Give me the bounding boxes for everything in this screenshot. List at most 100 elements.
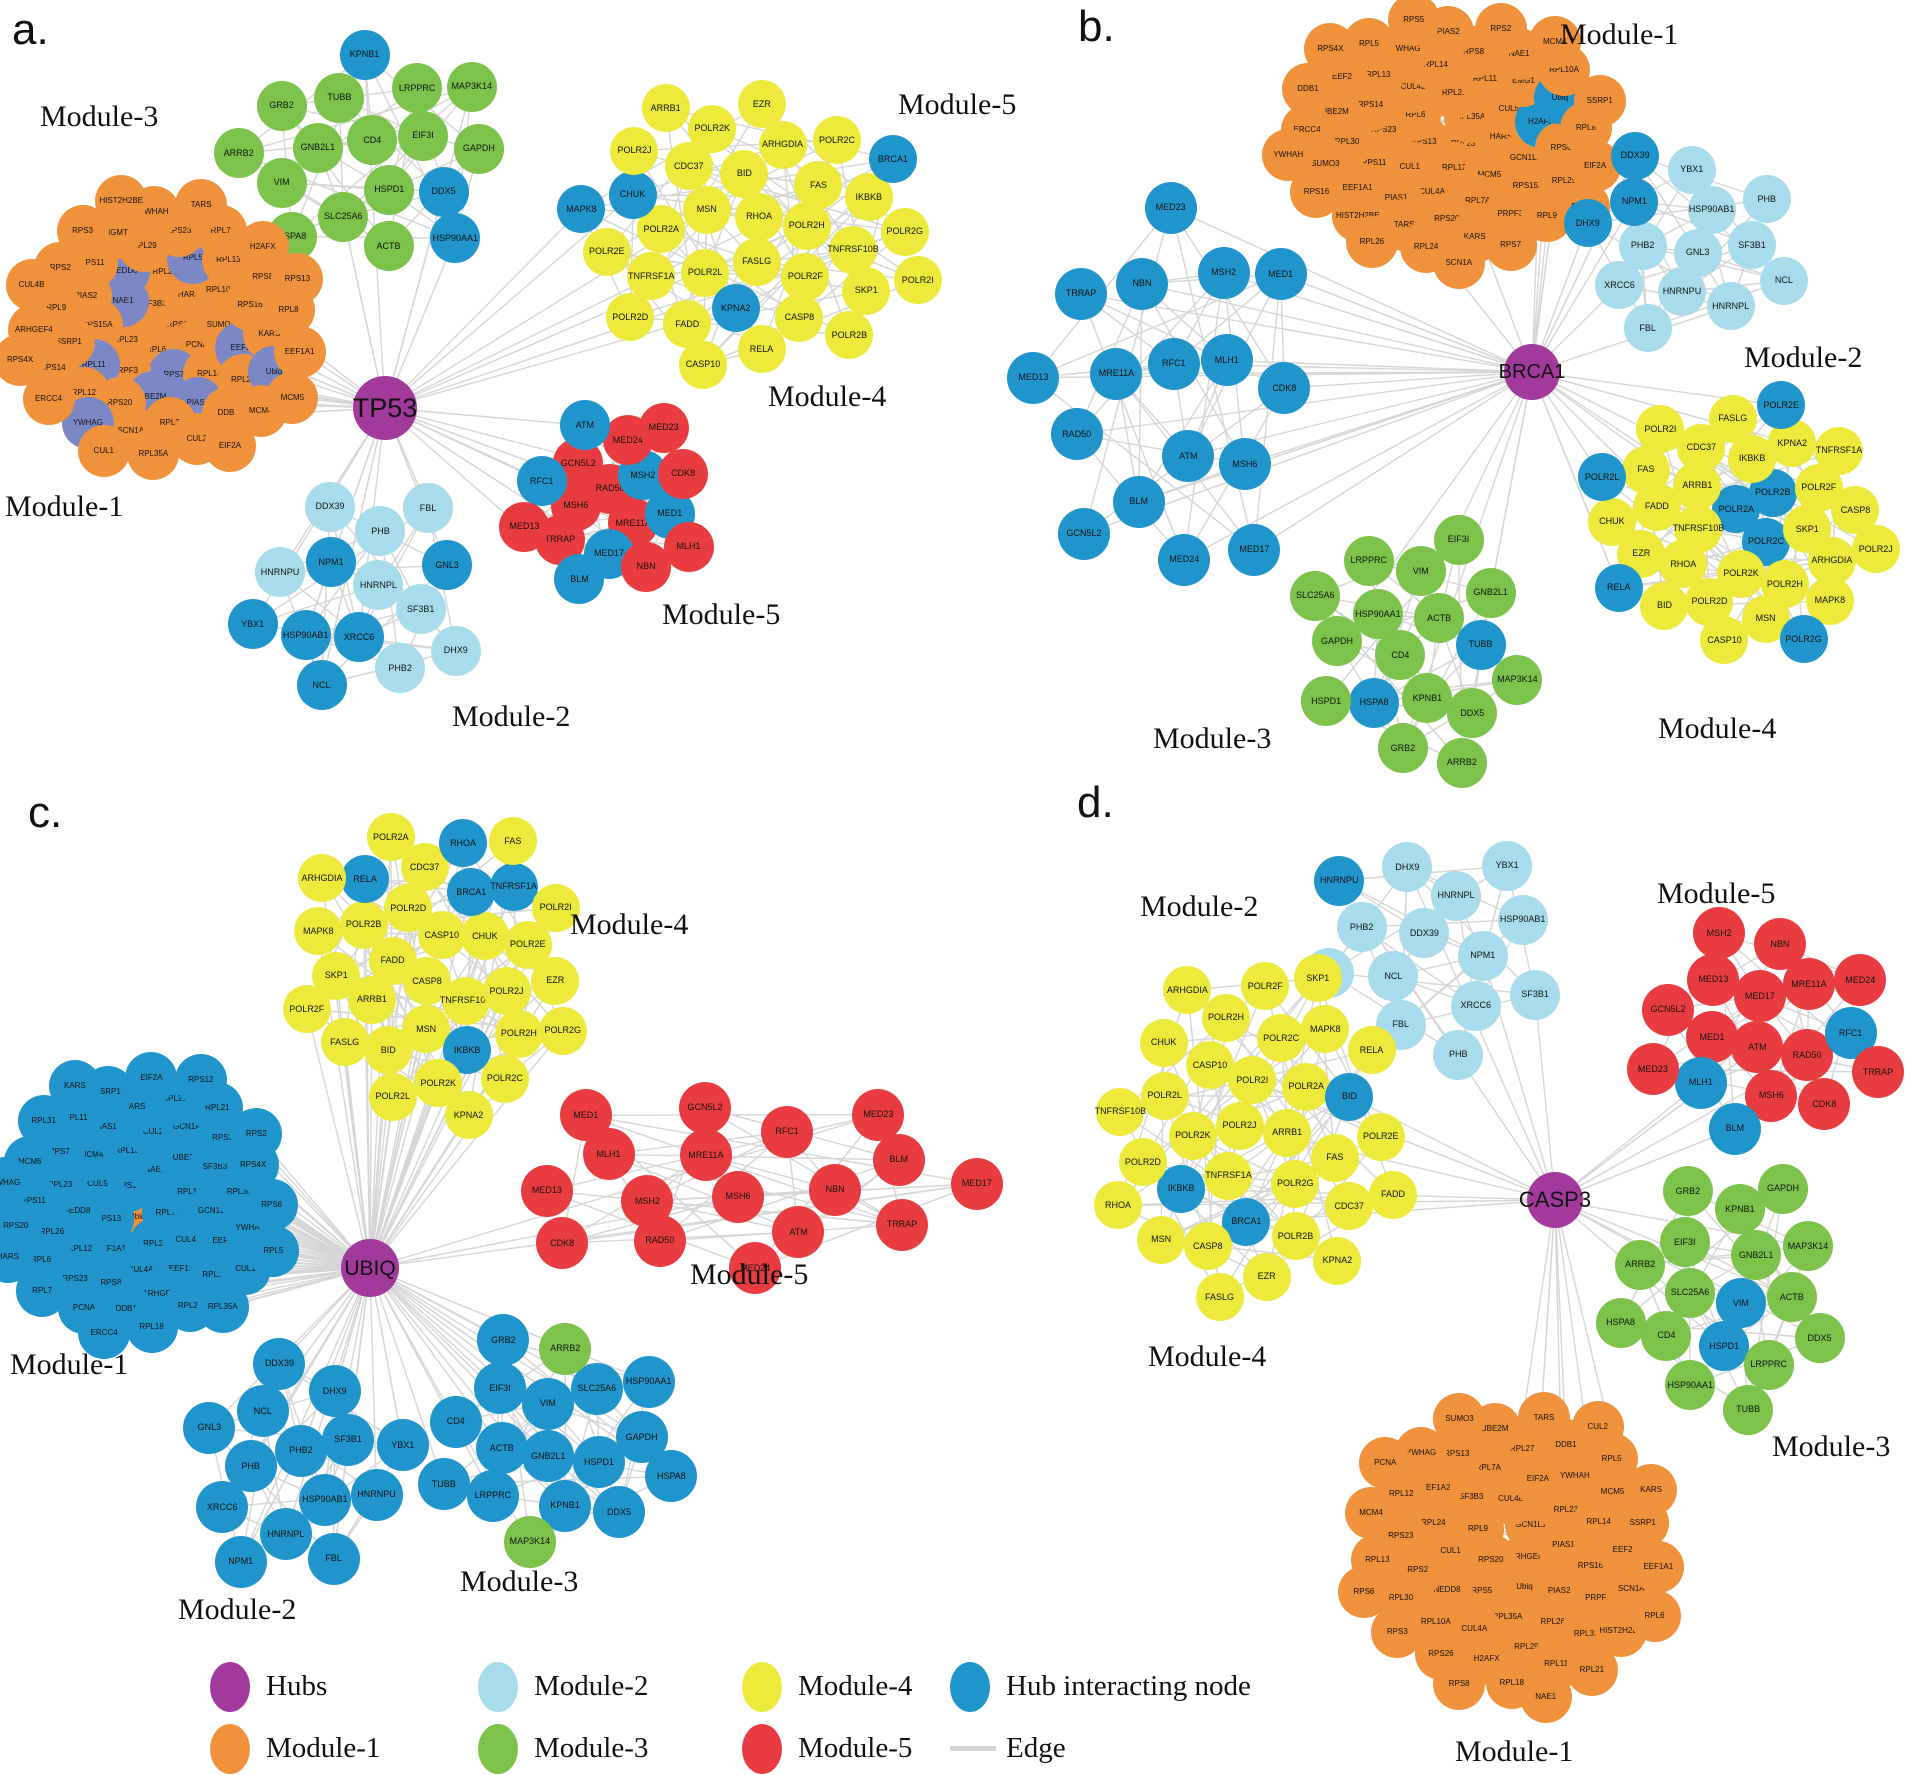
node-MED23[interactable]: MED23: [852, 1088, 905, 1141]
node-ARRB1[interactable]: ARRB1: [1263, 1108, 1312, 1157]
node-TARS[interactable]: TARS: [1518, 1392, 1570, 1445]
node-ARRB2[interactable]: ARRB2: [1615, 1239, 1666, 1290]
node-POLR2F[interactable]: POLR2F: [781, 252, 830, 301]
node-KPNB1[interactable]: KPNB1: [1714, 1184, 1765, 1235]
node-EIF2A[interactable]: EIF2A: [203, 419, 256, 472]
node-NPM1[interactable]: NPM1: [214, 1535, 267, 1588]
node-XRCC6[interactable]: XRCC6: [334, 612, 385, 662]
node-FADD[interactable]: FADD: [663, 300, 712, 349]
node-RAD50[interactable]: RAD50: [1781, 1029, 1834, 1082]
node-RPL18[interactable]: RPL18: [125, 1301, 178, 1354]
node-CUL1[interactable]: CUL1: [77, 425, 130, 478]
node-ERCC4[interactable]: ERCC4: [78, 1307, 131, 1360]
node-SCN1A[interactable]: SCN1A: [1432, 237, 1485, 290]
node-SKP1[interactable]: SKP1: [1293, 954, 1342, 1003]
node-TNFRSF10B[interactable]: TNFRSF10B: [827, 225, 879, 274]
node-GRB2[interactable]: GRB2: [256, 80, 307, 131]
node-HSP90AB1[interactable]: HSP90AB1: [1497, 894, 1548, 945]
node-TRRAP[interactable]: TRRAP: [1851, 1046, 1904, 1099]
node-EZR[interactable]: EZR: [737, 80, 786, 129]
node-YBX1[interactable]: YBX1: [376, 1419, 429, 1472]
node-POLR2E[interactable]: POLR2E: [582, 227, 631, 276]
node-MLH1[interactable]: MLH1: [1674, 1056, 1727, 1109]
node-CDC37[interactable]: CDC37: [1325, 1182, 1374, 1231]
node-POLR2L[interactable]: POLR2L: [1578, 453, 1627, 502]
node-DDX5[interactable]: DDX5: [1794, 1313, 1845, 1364]
node-MSH2[interactable]: MSH2: [1197, 246, 1250, 299]
node-MED13[interactable]: MED13: [1007, 351, 1060, 404]
node-MAP3K14[interactable]: MAP3K14: [1782, 1221, 1833, 1272]
node-KPNA2[interactable]: KPNA2: [711, 284, 760, 332]
node-HNRNPU[interactable]: HNRNPU: [350, 1468, 403, 1521]
node-SLC25A6[interactable]: SLC25A6: [570, 1362, 623, 1415]
node-CASP8[interactable]: CASP8: [775, 293, 824, 342]
node-EEF1A1[interactable]: EEF1A1: [273, 325, 326, 378]
node-LRPPRC[interactable]: LRPPRC: [1743, 1339, 1794, 1390]
node-GRB2[interactable]: GRB2: [477, 1314, 530, 1367]
node-BID[interactable]: BID: [1325, 1072, 1374, 1121]
node-ATM[interactable]: ATM: [1162, 430, 1215, 483]
node-EIF3I[interactable]: EIF3I: [1433, 514, 1484, 565]
node-ATM[interactable]: ATM: [772, 1206, 825, 1259]
node-POLR2F[interactable]: POLR2F: [282, 985, 331, 1034]
node-EIF3I[interactable]: EIF3I: [1659, 1217, 1710, 1268]
node-LRPPRC[interactable]: LRPPRC: [1343, 535, 1394, 586]
node-POLR2B[interactable]: POLR2B: [825, 311, 874, 360]
node-DHX9[interactable]: DHX9: [308, 1365, 361, 1418]
node-XRCC6[interactable]: XRCC6: [1450, 980, 1501, 1031]
node-POLR2J[interactable]: POLR2J: [1851, 525, 1900, 574]
node-PHB2[interactable]: PHB2: [375, 643, 426, 694]
node-RFC1[interactable]: RFC1: [761, 1105, 814, 1158]
node-CD4[interactable]: CD4: [1375, 630, 1426, 681]
node-RPS4X[interactable]: RPS4X: [0, 333, 47, 386]
node-POLR2G[interactable]: POLR2G: [1779, 615, 1828, 664]
node-RPS8[interactable]: RPS8: [1433, 1657, 1486, 1710]
node-CASP10[interactable]: CASP10: [679, 340, 728, 389]
node-HSP90AA1[interactable]: HSP90AA1: [430, 213, 481, 264]
node-YBX1[interactable]: YBX1: [227, 599, 278, 650]
node-POLR2A[interactable]: POLR2A: [1282, 1062, 1331, 1111]
node-DDX39[interactable]: DDX39: [1611, 131, 1660, 180]
node-GNB2L1[interactable]: GNB2L1: [1465, 567, 1516, 618]
node-RAD50[interactable]: RAD50: [1050, 408, 1103, 461]
node-TUBB[interactable]: TUBB: [1723, 1384, 1774, 1435]
node-MLH1[interactable]: MLH1: [663, 521, 714, 572]
node-ARRB1[interactable]: ARRB1: [641, 84, 690, 133]
node-VIM[interactable]: VIM: [256, 157, 307, 208]
node-PHB[interactable]: PHB: [1742, 175, 1791, 224]
node-TNFRSF1A[interactable]: TNFRSF1A: [1814, 426, 1863, 475]
node-TNFRSF1A[interactable]: TNFRSF1A: [627, 252, 676, 301]
node-ARRB2[interactable]: ARRB2: [213, 128, 264, 179]
node-YBX1[interactable]: YBX1: [1667, 145, 1716, 194]
node-POLR2B[interactable]: POLR2B: [1271, 1212, 1320, 1261]
node-HSPA8[interactable]: HSPA8: [1595, 1297, 1646, 1348]
node-MED13[interactable]: MED13: [499, 501, 550, 552]
node-GNB2L1[interactable]: GNB2L1: [522, 1430, 575, 1483]
node-GCN5L2[interactable]: GCN5L2: [1642, 983, 1694, 1036]
node-POLR2B[interactable]: POLR2B: [1748, 468, 1797, 517]
node-CDK8[interactable]: CDK8: [658, 448, 709, 499]
node-KARS[interactable]: KARS: [48, 1060, 101, 1113]
node-BLM[interactable]: BLM: [554, 554, 605, 605]
node-POLR2E[interactable]: POLR2E: [1356, 1112, 1405, 1161]
node-TNFRSF1A[interactable]: TNFRSF1A: [1204, 1151, 1253, 1200]
node-TNFRSF10B[interactable]: TNFRSF10B: [1095, 1087, 1146, 1136]
node-NBN[interactable]: NBN: [1753, 918, 1806, 971]
node-XRCC6[interactable]: XRCC6: [1595, 261, 1644, 310]
node-MED23[interactable]: MED23: [1626, 1043, 1679, 1096]
node-PHB[interactable]: PHB: [1433, 1029, 1484, 1080]
node-FASLG[interactable]: FASLG: [320, 1018, 369, 1067]
node-POLR2H[interactable]: POLR2H: [494, 1009, 543, 1058]
node-POLR2K[interactable]: POLR2K: [688, 104, 737, 153]
node-GNB2L1[interactable]: GNB2L1: [1731, 1230, 1782, 1281]
node-POLR2H[interactable]: POLR2H: [1202, 993, 1251, 1042]
node-MRE11A[interactable]: MRE11A: [679, 1129, 732, 1182]
node-BRCA1[interactable]: BRCA1: [447, 868, 496, 917]
node-RPL26[interactable]: RPL26: [1345, 216, 1398, 269]
node-POLR2G[interactable]: POLR2G: [880, 207, 929, 256]
node-VIM[interactable]: VIM: [1715, 1278, 1766, 1329]
node-TARS[interactable]: TARS: [175, 179, 228, 232]
node-HSP90AB1[interactable]: HSP90AB1: [280, 610, 331, 661]
node-MED24[interactable]: MED24: [1834, 954, 1887, 1007]
node-GNL3[interactable]: GNL3: [422, 540, 473, 591]
